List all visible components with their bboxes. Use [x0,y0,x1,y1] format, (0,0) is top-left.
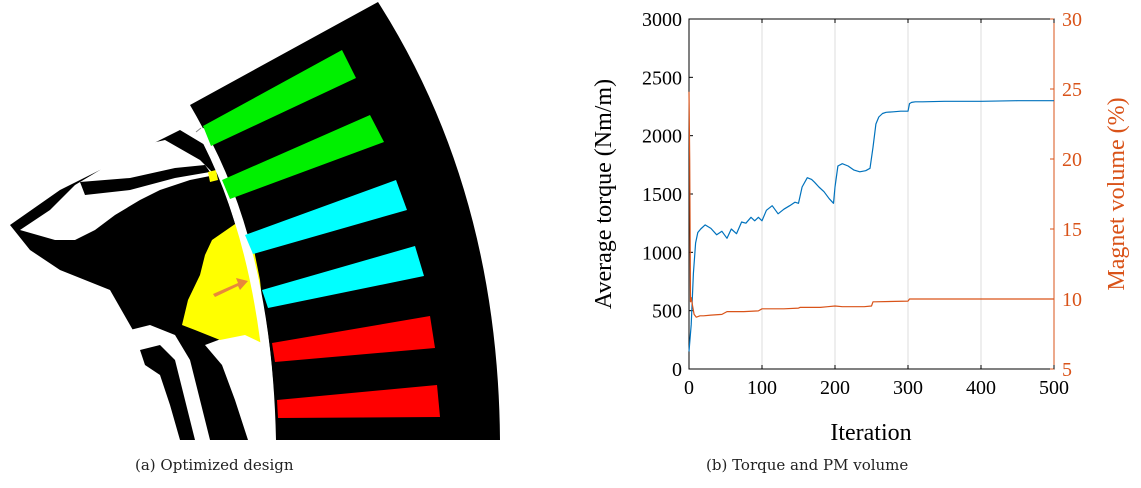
left-axis: 0 500 1000 1500 2000 2500 3000 [642,9,693,381]
magnet-cyan-2 [262,246,424,308]
x-tick-label-200: 200 [820,377,850,399]
air-gap [196,128,276,440]
magnet-red-1 [272,316,435,362]
flux-arrow [213,278,248,297]
y-right-tick-label-25: 25 [1062,79,1082,101]
y-left-tick-label-2500: 2500 [642,67,682,89]
gap-mark [195,127,202,133]
x-tick-label-100: 100 [747,377,777,399]
y-axis-label-left: Average torque (Nm/m) [591,79,617,309]
magnet-green-1 [203,50,356,146]
y-right-tick-label-10: 10 [1062,289,1082,311]
caption-a: (a) Optimized design [135,456,294,474]
x-tick-label-400: 400 [966,377,996,399]
x-axis-label: Iteration [830,420,911,446]
series-line-left [688,100,1054,352]
rotor-void-strip-1 [80,165,210,195]
y-left-tick-label-0: 0 [672,359,682,381]
y-right-tick-label-30: 30 [1062,9,1082,31]
y-left-tick-label-1000: 1000 [642,242,682,264]
x-tick-label-500: 500 [1039,377,1069,399]
x-tick-label-0: 0 [684,377,694,399]
right-axis: 5 10 15 20 25 30 [1050,9,1082,381]
magnet-green-2 [222,115,384,199]
x-axis: 0 100 200 300 400 500 [684,19,1069,399]
magnet-cyan-1 [245,180,407,254]
rotor-void-bottom-strip-2 [198,340,245,440]
y-left-tick-label-1500: 1500 [642,184,682,206]
caption-b: (b) Torque and PM volume [706,456,909,474]
series-lines [688,91,1054,352]
y-left-tick-label-2000: 2000 [642,126,682,148]
series-line-right [688,91,1054,318]
y-left-tick-label-3000: 3000 [642,9,682,31]
y-axis-label-right: Magnet volume (%) [1104,97,1130,290]
y-right-tick-label-15: 15 [1062,219,1082,241]
torque-chart: 0 500 1000 1500 2000 2500 3000 5 10 15 20 25 30 0 10… [591,9,1130,446]
y-right-tick-label-20: 20 [1062,149,1082,171]
y-right-tick-label-5: 5 [1062,359,1072,381]
rotor-void-right-lower [205,330,272,440]
grid [761,19,982,369]
x-tick-label-300: 300 [893,377,923,399]
plot-area [688,18,1055,370]
iron-region-tip [208,170,218,182]
optimized-design-figure [10,2,500,440]
y-left-tick-label-500: 500 [652,301,682,323]
magnet-red-2 [277,385,440,418]
rotor-void-bottom-strip [140,345,195,440]
